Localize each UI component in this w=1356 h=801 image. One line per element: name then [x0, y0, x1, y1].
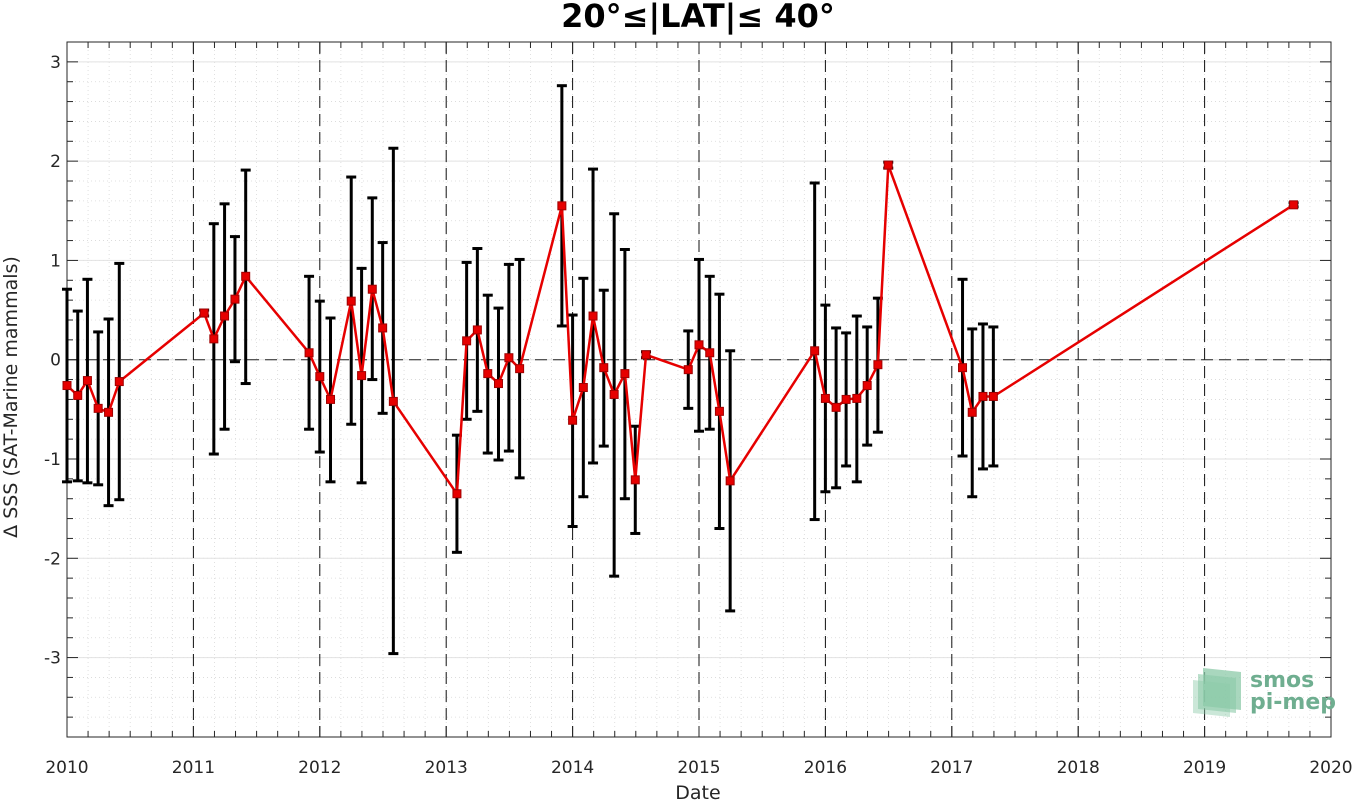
data-point-marker — [557, 201, 567, 211]
data-point-marker — [978, 391, 988, 401]
y-tick-label: 3 — [50, 53, 61, 73]
x-tick-label: 2020 — [1309, 758, 1352, 778]
data-point-marker — [82, 376, 92, 386]
x-tick-label: 2017 — [930, 758, 973, 778]
smos-pi-mep-logo: smos pi-mep — [1193, 668, 1336, 717]
data-point-marker — [958, 363, 968, 373]
y-axis-title: Δ SSS (SAT-Marine mammals) — [0, 256, 22, 538]
data-point-marker — [62, 381, 72, 391]
data-point-marker — [705, 348, 715, 358]
data-point-marker — [714, 406, 724, 416]
y-tick-label: -3 — [44, 649, 61, 669]
data-point-marker — [504, 353, 514, 363]
data-point-marker — [493, 379, 503, 389]
data-point-marker — [230, 294, 240, 304]
data-point-marker — [873, 360, 883, 370]
data-point-marker — [609, 389, 619, 399]
y-tick-label: 1 — [50, 251, 61, 271]
data-point-marker — [820, 393, 830, 403]
data-point-marker — [104, 407, 114, 417]
logo-text-pi-mep: pi-mep — [1250, 690, 1336, 715]
data-point-marker — [472, 325, 482, 335]
data-point-marker — [578, 383, 588, 393]
data-point-marker — [220, 311, 230, 321]
data-point-marker — [209, 334, 219, 344]
data-point-marker — [452, 489, 462, 499]
data-point-marker — [988, 391, 998, 401]
data-point-marker — [483, 369, 493, 379]
x-tick-label: 2013 — [425, 758, 468, 778]
x-tick-label: 2012 — [298, 758, 341, 778]
data-point-marker — [241, 271, 251, 281]
series-markers — [62, 160, 1299, 499]
data-point-marker — [588, 311, 598, 321]
logo-mark-icon — [1193, 668, 1241, 717]
x-tick-label: 2014 — [551, 758, 594, 778]
data-point-marker — [630, 475, 640, 485]
x-tick-label: 2018 — [1057, 758, 1100, 778]
data-point-marker — [357, 371, 367, 381]
data-point-marker — [852, 393, 862, 403]
x-tick-labels: 2010 2011 2012 2013 2014 2015 2016 2017 2018 2019… — [45, 758, 1352, 778]
data-point-marker — [694, 340, 704, 350]
x-tick-label: 2016 — [804, 758, 847, 778]
data-point-marker — [114, 377, 124, 387]
data-point-marker — [367, 284, 377, 294]
data-point-marker — [199, 308, 209, 318]
data-point-marker — [599, 363, 609, 373]
x-tick-label: 2011 — [172, 758, 215, 778]
data-point-marker — [1289, 200, 1299, 210]
data-point-marker — [304, 348, 314, 358]
data-point-marker — [462, 336, 472, 346]
logo-text-smos: smos — [1250, 668, 1314, 693]
x-tick-label: 2015 — [677, 758, 720, 778]
data-point-marker — [841, 394, 851, 404]
y-tick-label: 2 — [50, 152, 61, 172]
y-tick-label: -2 — [44, 549, 61, 569]
data-point-marker — [883, 160, 893, 170]
data-point-marker — [683, 365, 693, 375]
y-tick-label: -1 — [44, 450, 61, 470]
data-point-marker — [315, 372, 325, 382]
data-point-marker — [641, 350, 651, 360]
data-point-marker — [73, 390, 83, 400]
data-point-marker — [346, 296, 356, 306]
y-tick-label: 0 — [50, 351, 61, 371]
data-point-marker — [515, 364, 525, 374]
chart-title: 20°≤|LAT|≤ 40° — [561, 0, 835, 36]
data-point-marker — [967, 407, 977, 417]
data-point-marker — [93, 403, 103, 413]
data-point-marker — [810, 346, 820, 356]
x-tick-label: 2019 — [1183, 758, 1226, 778]
data-point-marker — [388, 396, 398, 406]
data-point-marker — [725, 476, 735, 486]
data-point-marker — [620, 369, 630, 379]
data-point-marker — [831, 402, 841, 412]
data-point-marker — [378, 323, 388, 333]
data-point-marker — [326, 394, 336, 404]
x-tick-label: 2010 — [45, 758, 88, 778]
x-axis-title: Date — [675, 782, 720, 801]
y-tick-labels: -3 -2 -1 0 1 2 3 — [44, 53, 61, 669]
data-point-marker — [862, 381, 872, 391]
data-point-marker — [568, 415, 578, 425]
